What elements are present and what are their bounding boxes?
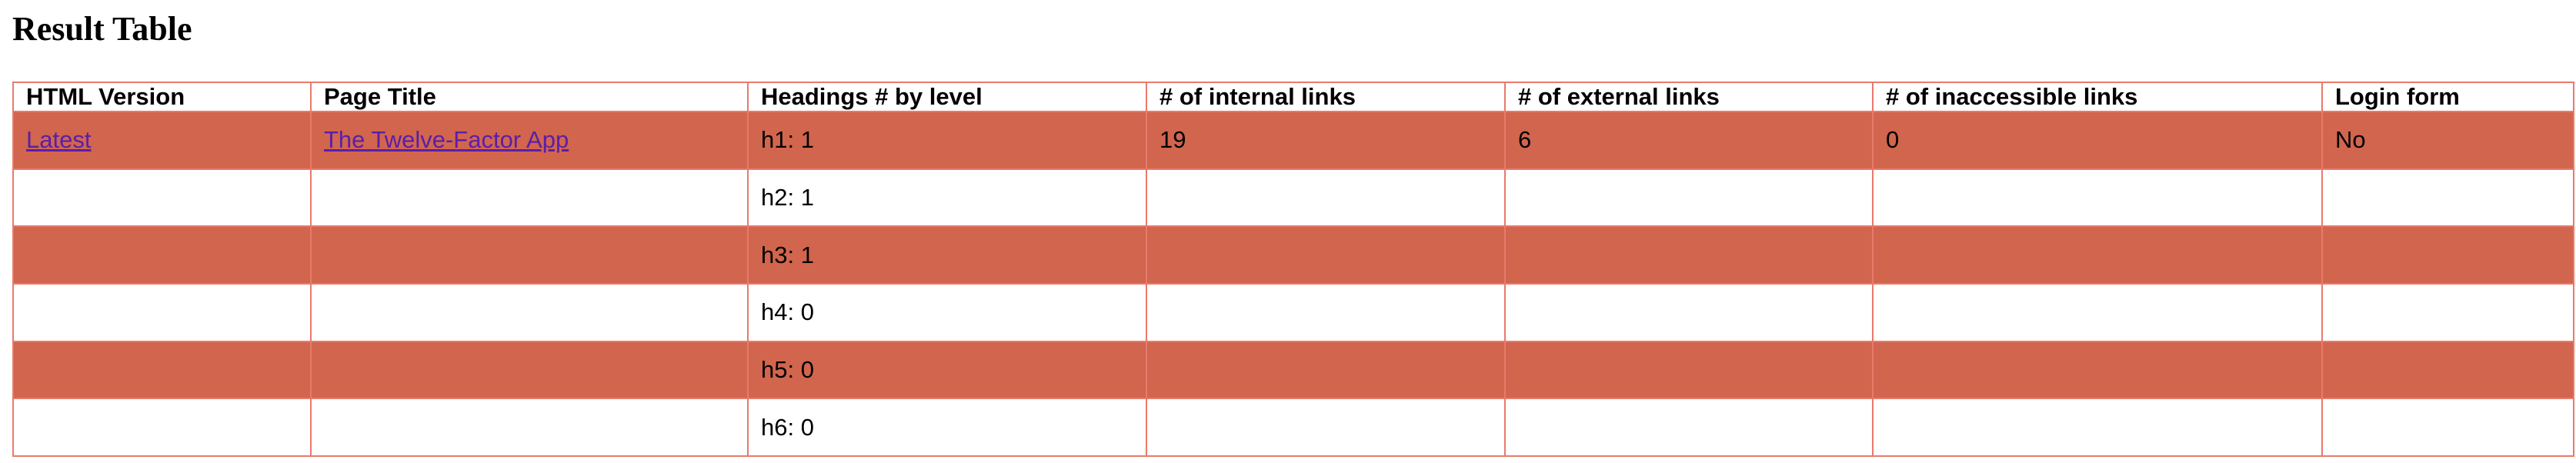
cell-inaccessible-links: 0 xyxy=(1872,111,2323,170)
empty-cell xyxy=(12,282,312,342)
table-row: h5: 0 xyxy=(12,340,2574,400)
empty-cell xyxy=(1504,225,1874,285)
empty-cell xyxy=(1504,168,1874,228)
empty-cell xyxy=(1146,340,1506,400)
heading-count-h1: h1: 1 xyxy=(747,111,1147,170)
heading-count-h2: h2: 1 xyxy=(747,168,1147,228)
empty-cell xyxy=(1504,282,1874,342)
cell-page-title: The Twelve-Factor App xyxy=(310,111,749,170)
table-row: Latest The Twelve-Factor App h1: 1 19 6 … xyxy=(12,111,2574,170)
table-row: h2: 1 xyxy=(12,168,2574,228)
heading-count-h4: h4: 0 xyxy=(747,282,1147,342)
empty-cell xyxy=(12,398,312,457)
page-title-link[interactable]: The Twelve-Factor App xyxy=(324,126,569,154)
empty-cell xyxy=(1872,282,2323,342)
empty-cell xyxy=(1146,225,1506,285)
header-inaccessible-links: # of inaccessible links xyxy=(1872,82,2323,112)
heading-count-h3: h3: 1 xyxy=(747,225,1147,285)
header-internal-links: # of internal links xyxy=(1146,82,1506,112)
header-html-version: HTML Version xyxy=(12,82,312,112)
html-version-link[interactable]: Latest xyxy=(26,126,92,154)
empty-cell xyxy=(1872,225,2323,285)
table-header-row: HTML Version Page Title Headings # by le… xyxy=(12,82,2574,112)
header-login-form: Login form xyxy=(2321,82,2574,112)
table-row: h6: 0 xyxy=(12,398,2574,457)
cell-login-form: No xyxy=(2321,111,2574,170)
empty-cell xyxy=(310,168,749,228)
empty-cell xyxy=(2321,340,2574,400)
table-row: h4: 0 xyxy=(12,282,2574,342)
empty-cell xyxy=(1146,168,1506,228)
empty-cell xyxy=(12,168,312,228)
empty-cell xyxy=(310,340,749,400)
header-headings-by-level: Headings # by level xyxy=(747,82,1147,112)
empty-cell xyxy=(1872,340,2323,400)
page-title: Result Table xyxy=(12,10,192,48)
empty-cell xyxy=(12,340,312,400)
heading-count-h5: h5: 0 xyxy=(747,340,1147,400)
header-page-title: Page Title xyxy=(310,82,749,112)
empty-cell xyxy=(310,282,749,342)
empty-cell xyxy=(1146,282,1506,342)
empty-cell xyxy=(1872,398,2323,457)
empty-cell xyxy=(1504,398,1874,457)
empty-cell xyxy=(12,225,312,285)
result-table: HTML Version Page Title Headings # by le… xyxy=(12,82,2574,457)
table-row: h3: 1 xyxy=(12,225,2574,285)
cell-external-links: 6 xyxy=(1504,111,1874,170)
empty-cell xyxy=(2321,225,2574,285)
header-external-links: # of external links xyxy=(1504,82,1874,112)
empty-cell xyxy=(1146,398,1506,457)
empty-cell xyxy=(1504,340,1874,400)
heading-count-h6: h6: 0 xyxy=(747,398,1147,457)
cell-internal-links: 19 xyxy=(1146,111,1506,170)
empty-cell xyxy=(2321,168,2574,228)
empty-cell xyxy=(2321,398,2574,457)
empty-cell xyxy=(310,398,749,457)
empty-cell xyxy=(1872,168,2323,228)
cell-html-version: Latest xyxy=(12,111,312,170)
empty-cell xyxy=(310,225,749,285)
empty-cell xyxy=(2321,282,2574,342)
